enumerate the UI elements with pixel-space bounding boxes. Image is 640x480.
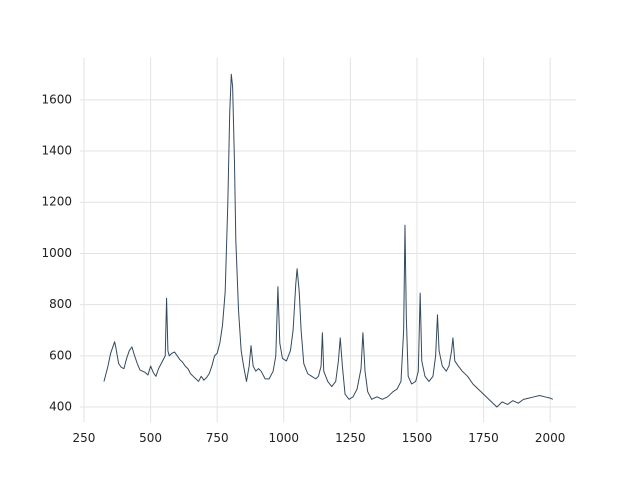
- spectrum-line: [103, 73, 554, 408]
- x-tick-label: 750: [206, 431, 229, 445]
- x-tick-label: 1250: [335, 431, 366, 445]
- x-tick-label: 1750: [468, 431, 499, 445]
- x-tick-label: 500: [139, 431, 162, 445]
- y-tick-label: 1000: [41, 246, 72, 260]
- x-tick-label: 1000: [269, 431, 300, 445]
- y-tick-label: 1200: [41, 195, 72, 209]
- x-tick-label: 250: [73, 431, 96, 445]
- x-tick-label: 2000: [535, 431, 566, 445]
- y-tick-label: 600: [49, 348, 72, 362]
- y-tick-label: 800: [49, 297, 72, 311]
- x-tick-label: 1500: [402, 431, 433, 445]
- y-tick-label: 1400: [41, 144, 72, 158]
- y-tick-label: 1600: [41, 92, 72, 106]
- y-tick-label: 400: [49, 400, 72, 414]
